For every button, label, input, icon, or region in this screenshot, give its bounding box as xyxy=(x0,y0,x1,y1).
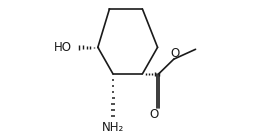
Text: NH₂: NH₂ xyxy=(102,121,124,134)
Text: O: O xyxy=(149,108,158,121)
Text: HO: HO xyxy=(54,41,72,54)
Text: O: O xyxy=(171,47,180,60)
